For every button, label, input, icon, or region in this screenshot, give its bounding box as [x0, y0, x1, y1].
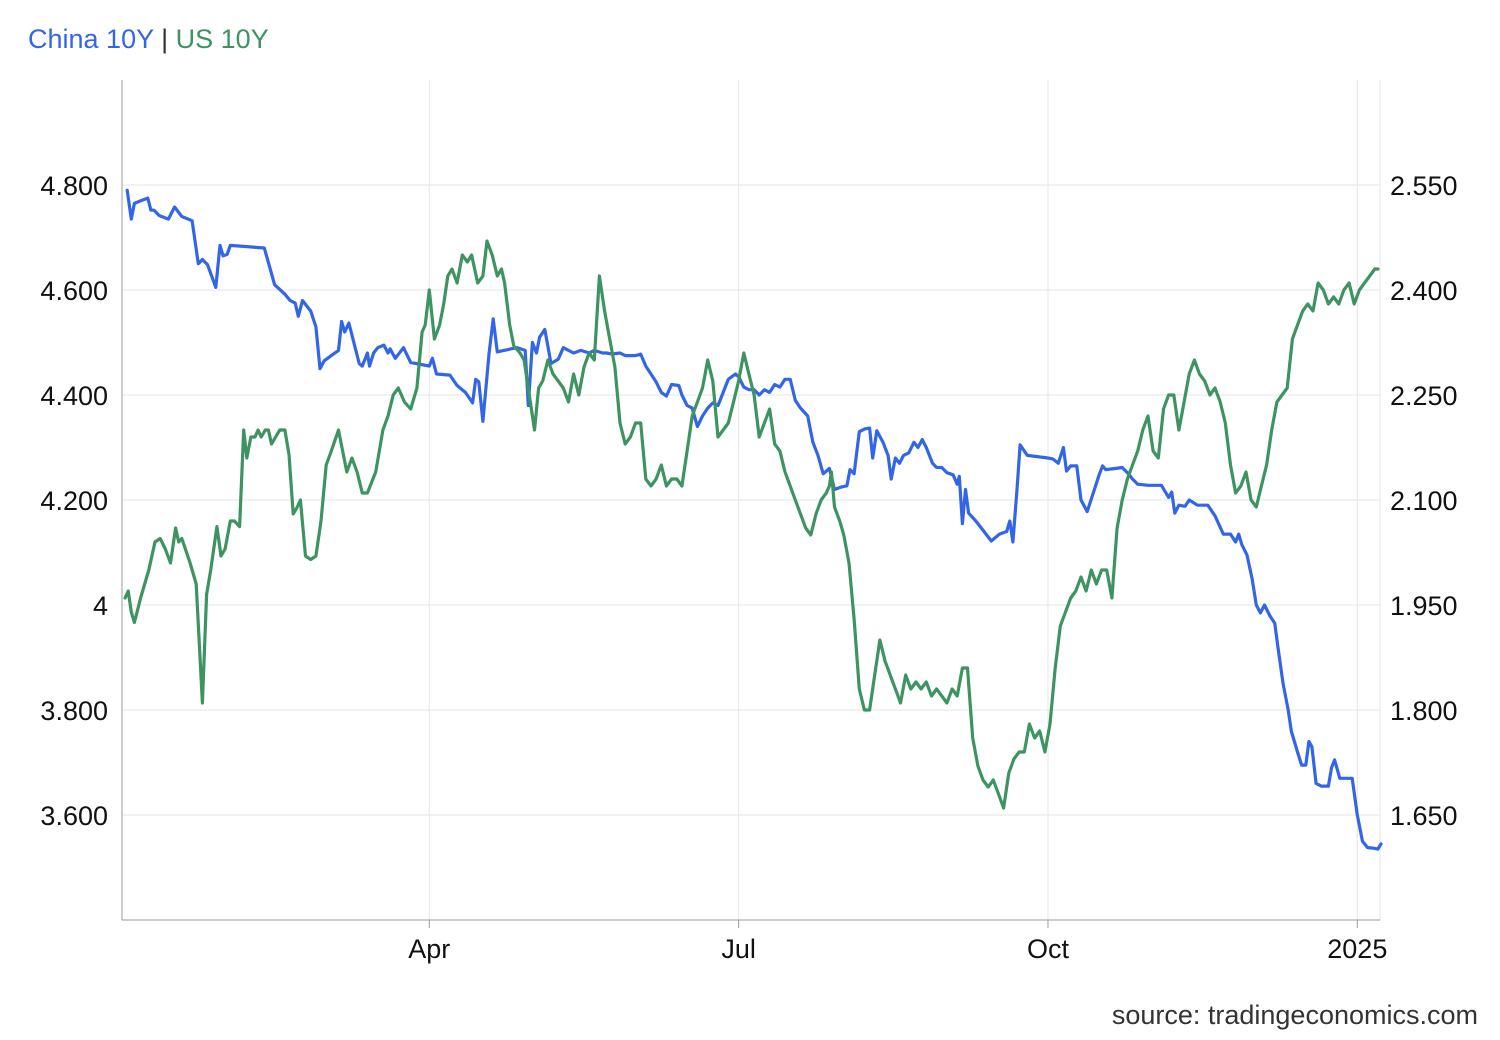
right-tick-label: 2.400 — [1390, 276, 1458, 306]
left-tick-label: 3.600 — [40, 801, 108, 831]
x-tick-label: 2025 — [1327, 934, 1387, 964]
left-tick-label: 3.800 — [40, 696, 108, 726]
source-credit: source: tradingeconomics.com — [1111, 1000, 1478, 1030]
left-tick-label: 4 — [93, 591, 108, 621]
right-axis-ticks: 2.550 2.400 2.250 2.100 1.950 1.800 1.650 — [1390, 171, 1458, 831]
us-10y-line — [123, 239, 1380, 810]
left-tick-label: 4.800 — [40, 171, 108, 201]
china-10y-line — [125, 188, 1383, 851]
x-axis-ticks: Apr Jul Oct 2025 — [408, 920, 1387, 964]
left-tick-label: 4.600 — [40, 276, 108, 306]
left-tick-label: 4.400 — [40, 381, 108, 411]
x-tick-label: Jul — [721, 934, 756, 964]
legend-us-10y[interactable]: US 10Y — [175, 24, 269, 54]
chart-legend: China 10Y | US 10Y — [28, 24, 269, 55]
right-tick-label: 1.950 — [1390, 591, 1458, 621]
right-tick-label: 2.550 — [1390, 171, 1458, 201]
right-tick-label: 1.650 — [1390, 801, 1458, 831]
x-tick-label: Apr — [408, 934, 450, 964]
series-lines — [123, 188, 1383, 851]
right-tick-label: 1.800 — [1390, 696, 1458, 726]
left-axis-ticks: 4.800 4.600 4.400 4.200 4 3.800 3.600 — [40, 171, 108, 831]
x-tick-label: Oct — [1027, 934, 1070, 964]
left-tick-label: 4.200 — [40, 486, 108, 516]
gridlines — [122, 80, 1381, 920]
legend-separator: | — [161, 24, 169, 54]
right-tick-label: 2.100 — [1390, 486, 1458, 516]
right-tick-label: 2.250 — [1390, 381, 1458, 411]
legend-china-10y[interactable]: China 10Y — [28, 24, 154, 54]
